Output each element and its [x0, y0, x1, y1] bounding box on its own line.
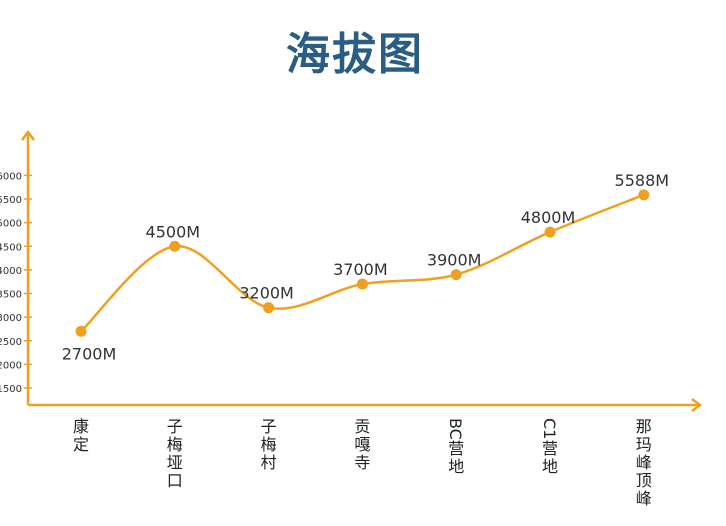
x-label-char: 定 — [73, 435, 89, 454]
y-axis-arrow — [21, 129, 35, 141]
x-label-char: 顶 — [636, 471, 652, 490]
x-label-char: 营 — [542, 439, 558, 458]
data-label: 2700M — [62, 344, 117, 363]
x-label-char: 梅 — [261, 435, 277, 454]
x-label-char: 垭 — [167, 453, 183, 472]
x-axis-label: 康定 — [73, 417, 89, 454]
x-label-char: 那 — [636, 417, 652, 436]
x-label-char: 地 — [542, 457, 558, 476]
data-point — [169, 240, 181, 252]
x-axis-label: 贡嘎寺 — [354, 417, 370, 472]
x-label-char: 子 — [167, 417, 183, 436]
y-tick-label: 5500 — [0, 195, 22, 206]
y-tick-label: 6000 — [0, 171, 22, 182]
x-label-char: 峰 — [636, 453, 652, 472]
data-point — [356, 278, 368, 290]
x-axis-label: 子梅村 — [261, 417, 277, 472]
data-point — [638, 189, 650, 201]
x-label-char: 营 — [448, 439, 464, 458]
y-tick-label: 4500 — [0, 242, 22, 253]
y-tick-label: 2500 — [0, 337, 22, 348]
x-label-char: 地 — [448, 457, 464, 476]
data-label: 4500M — [146, 222, 201, 241]
y-tick-label: 4000 — [0, 266, 22, 277]
y-tick-label: 3000 — [0, 313, 22, 324]
x-label-char: 梅 — [167, 435, 183, 454]
y-tick-label: 3500 — [0, 290, 22, 301]
x-label-text: BC — [446, 418, 465, 440]
y-tick-label: 2000 — [0, 360, 22, 371]
data-label: 3200M — [239, 284, 294, 303]
data-point — [75, 325, 87, 337]
data-label: 3700M — [333, 260, 388, 279]
data-point — [544, 226, 556, 238]
x-axis-arrow — [691, 398, 703, 412]
data-point — [450, 269, 462, 281]
x-label-char: 玛 — [636, 435, 652, 454]
data-label: 3900M — [427, 251, 482, 270]
x-label-char: 子 — [261, 417, 277, 436]
axes — [21, 129, 703, 412]
y-tick-label: 1500 — [0, 384, 22, 395]
x-label-char: 寺 — [354, 453, 370, 472]
data-point — [263, 302, 275, 314]
data-label: 4800M — [521, 208, 576, 227]
data-points: 2700M 4500M 3200M 3700M 3900M 4800M 5588M — [62, 171, 669, 363]
x-label-char: 口 — [167, 471, 183, 490]
x-label-text: C1 — [540, 418, 559, 439]
x-label-char: 峰 — [636, 489, 652, 508]
x-label-char: 康 — [73, 417, 89, 436]
x-label-char: 村 — [261, 453, 277, 472]
chart-title: 海拔图 — [286, 29, 424, 80]
x-label-char: 贡 — [354, 417, 370, 436]
data-label: 5588M — [615, 171, 670, 190]
x-label-char: 嘎 — [354, 435, 370, 454]
